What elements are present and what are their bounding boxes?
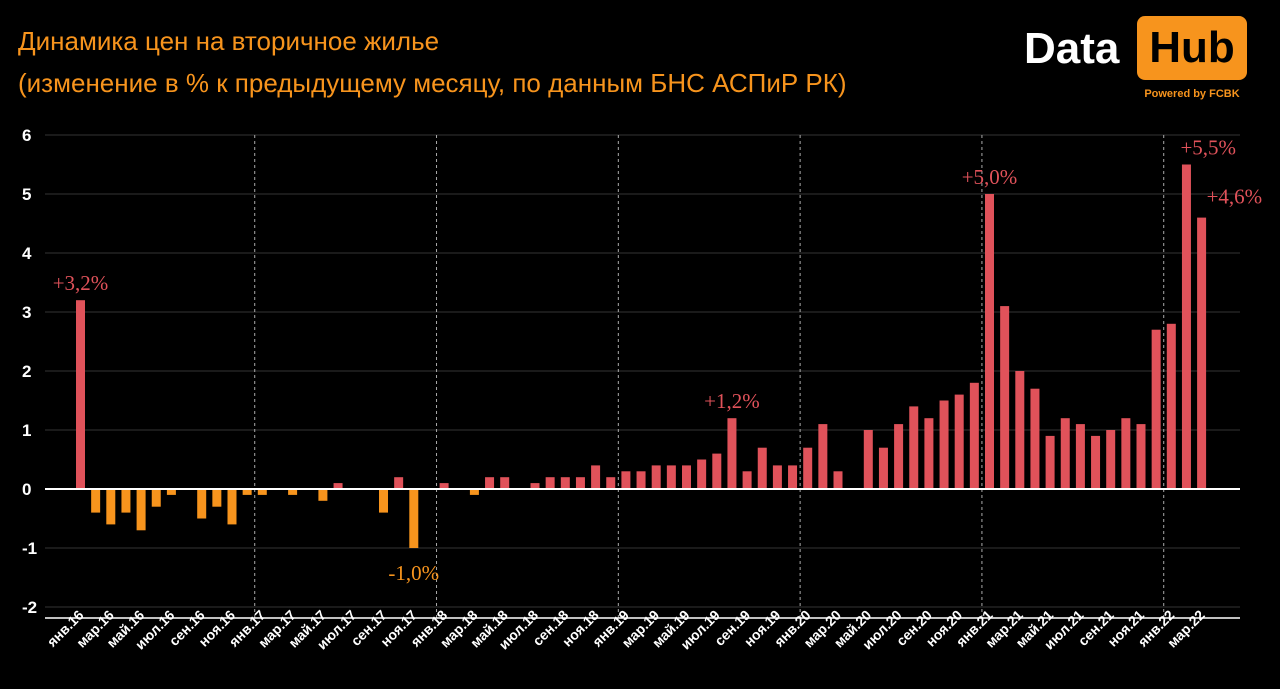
bar	[894, 424, 904, 489]
bar	[985, 194, 994, 489]
bar	[1075, 424, 1085, 489]
bar	[1106, 430, 1116, 489]
bar	[500, 477, 510, 489]
bar	[560, 477, 570, 489]
bar	[1015, 371, 1025, 489]
bar	[621, 471, 631, 489]
bar	[575, 477, 585, 489]
bar	[803, 447, 813, 489]
logo-powered-by: Powered by FCBK	[1144, 88, 1240, 100]
data-label: +3,2%	[53, 271, 109, 295]
bar	[409, 489, 419, 548]
bar	[469, 489, 479, 495]
grid	[45, 134, 1240, 608]
bar	[485, 477, 495, 489]
bar	[151, 489, 161, 507]
bar	[924, 418, 934, 489]
bar	[394, 477, 404, 489]
bar	[833, 471, 843, 489]
bar	[1121, 418, 1131, 489]
y-tick-label: 3	[22, 303, 31, 322]
chart-title: Динамика цен на вторичное жилье	[18, 26, 440, 56]
bar	[591, 465, 601, 489]
annotations: +3,2% -1,0% +1,2% +5,0% +5,5% +4,6%	[53, 136, 1262, 586]
bar	[242, 489, 252, 495]
bar	[969, 382, 979, 489]
bar	[788, 465, 798, 489]
bar	[954, 394, 964, 489]
bar	[878, 447, 888, 489]
data-label: +4,6%	[1207, 185, 1263, 209]
bar	[227, 489, 237, 525]
bar	[530, 483, 540, 489]
bar	[1197, 217, 1207, 489]
y-tick-label: -1	[22, 539, 37, 558]
bar	[212, 489, 222, 507]
bar	[1151, 329, 1161, 489]
bar	[91, 489, 101, 513]
bar	[742, 471, 752, 489]
logo-text-data: Data	[1024, 24, 1120, 73]
bar	[121, 489, 131, 513]
data-label: +5,5%	[1180, 136, 1236, 160]
bar	[76, 300, 85, 489]
bar	[636, 471, 646, 489]
bar	[197, 489, 207, 519]
bar	[697, 459, 707, 489]
bar	[1136, 424, 1146, 489]
y-tick-label: 6	[22, 126, 31, 145]
bar	[863, 430, 873, 489]
bar	[1000, 306, 1010, 489]
bars	[76, 164, 1207, 548]
bar	[439, 483, 449, 489]
data-label: -1,0%	[388, 561, 439, 585]
y-tick-label: 0	[22, 480, 31, 499]
chart-subtitle: (изменение в % к предыдущему месяцу, по …	[18, 68, 847, 98]
bar	[1045, 435, 1055, 489]
bar	[545, 477, 555, 489]
logo-text-hub: Hub	[1137, 16, 1247, 80]
data-label: +1,2%	[704, 389, 760, 413]
data-label: +5,0%	[962, 165, 1018, 189]
y-tick-label: 5	[22, 185, 31, 204]
bar	[1091, 435, 1101, 489]
bar	[682, 465, 691, 489]
bar	[818, 424, 828, 489]
bar	[939, 400, 949, 489]
bar	[257, 489, 267, 495]
bar	[318, 489, 328, 501]
bar	[1030, 388, 1040, 489]
bar	[333, 483, 343, 489]
year-separators	[254, 135, 1165, 618]
bar	[757, 447, 767, 489]
y-tick-label: 2	[22, 362, 31, 381]
bar	[1166, 323, 1176, 489]
y-tick-label: 1	[22, 421, 31, 440]
bar	[1060, 418, 1070, 489]
bar	[606, 477, 616, 489]
bar	[727, 418, 737, 489]
bar	[136, 489, 146, 531]
bar	[909, 406, 919, 489]
y-tick-label: 4	[22, 244, 32, 263]
y-tick-label: -2	[22, 598, 37, 617]
bar	[712, 453, 722, 489]
bar	[666, 465, 676, 489]
bar	[772, 465, 782, 489]
bar	[288, 489, 298, 495]
bar	[651, 465, 661, 489]
bar	[106, 489, 116, 525]
bar	[1181, 164, 1191, 489]
datahub-logo: Data Hub Powered by FCBK	[1024, 14, 1254, 104]
bar	[379, 489, 388, 513]
bar	[166, 489, 176, 495]
